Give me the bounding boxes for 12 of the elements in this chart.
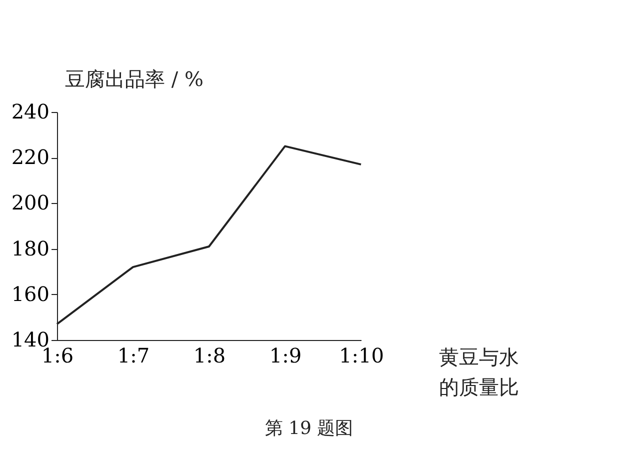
x-tick-label: 1:7 bbox=[117, 344, 150, 368]
y-axis-title: 豆腐出品率 / % bbox=[65, 67, 204, 91]
x-axis-title: 黄豆与水的质量比 bbox=[439, 345, 519, 399]
x-tick-label: 1:9 bbox=[269, 344, 302, 368]
y-tick-label: 220 bbox=[11, 145, 50, 170]
y-tick-label: 240 bbox=[11, 100, 50, 124]
x-tick-label: 1:10 bbox=[339, 344, 384, 368]
x-tick-label: 1:8 bbox=[193, 344, 226, 368]
y-tick-label: 200 bbox=[11, 190, 50, 215]
y-tick-label: 180 bbox=[11, 236, 50, 260]
text: 第 19 题图 bbox=[264, 418, 354, 439]
y-tick-label: 160 bbox=[11, 282, 50, 306]
